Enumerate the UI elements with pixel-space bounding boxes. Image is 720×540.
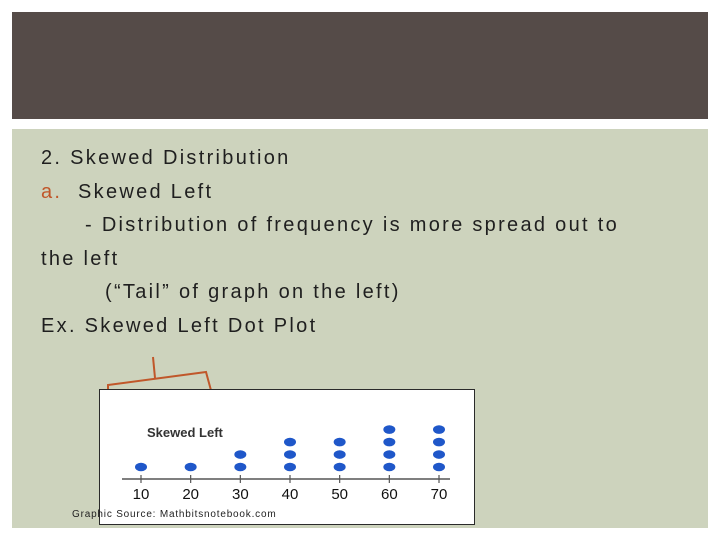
data-dot xyxy=(383,437,396,447)
data-dot xyxy=(383,450,396,459)
x-tick-label: 70 xyxy=(431,486,448,503)
data-dot xyxy=(333,450,346,459)
data-dot xyxy=(333,437,346,447)
x-tick-label: 30 xyxy=(232,486,249,503)
chart-title: Skewed Left xyxy=(147,425,223,440)
dot-plot-image: Skewed Left 10 20 30 40 50 60 70 xyxy=(99,389,475,525)
dot-plot: 10 20 30 40 50 60 70 xyxy=(122,425,450,503)
list-marker: a. xyxy=(41,180,63,203)
definition-text: - Distribution of frequency is more spre… xyxy=(85,214,620,236)
data-dot xyxy=(135,462,147,472)
title-band xyxy=(12,12,708,119)
data-dot xyxy=(234,450,247,459)
heading-skewed-distribution: 2. Skewed Distribution xyxy=(41,147,291,169)
data-dot xyxy=(284,462,296,472)
graphic-source: Graphic Source: Mathbitsnotebook.com xyxy=(72,509,277,520)
data-dot xyxy=(383,425,396,434)
example-label: Ex. Skewed Left Dot Plot xyxy=(41,314,318,337)
tail-note: (“Tail” of graph on the left) xyxy=(105,281,401,303)
data-dot xyxy=(284,437,296,447)
data-dot xyxy=(433,450,445,459)
x-tick-label: 20 xyxy=(182,486,199,503)
data-dot xyxy=(284,450,296,459)
data-dot xyxy=(234,462,247,472)
subheading-text: Skewed Left xyxy=(78,180,214,203)
data-dot xyxy=(333,462,346,472)
x-tick-label: 50 xyxy=(331,486,348,503)
data-dot xyxy=(433,462,445,472)
subheading-skewed-left: a. Skewed Left xyxy=(41,176,681,210)
data-dot xyxy=(433,437,445,447)
x-tick-label: 10 xyxy=(133,486,150,503)
data-dot xyxy=(184,462,197,472)
x-tick-label: 60 xyxy=(381,486,398,503)
definition-continuation: the left xyxy=(41,247,120,270)
data-dot xyxy=(383,462,396,472)
data-dot xyxy=(433,425,445,434)
slide-body: 2. Skewed Distribution a. Skewed Left - … xyxy=(41,142,681,343)
x-tick-label: 40 xyxy=(282,486,299,503)
